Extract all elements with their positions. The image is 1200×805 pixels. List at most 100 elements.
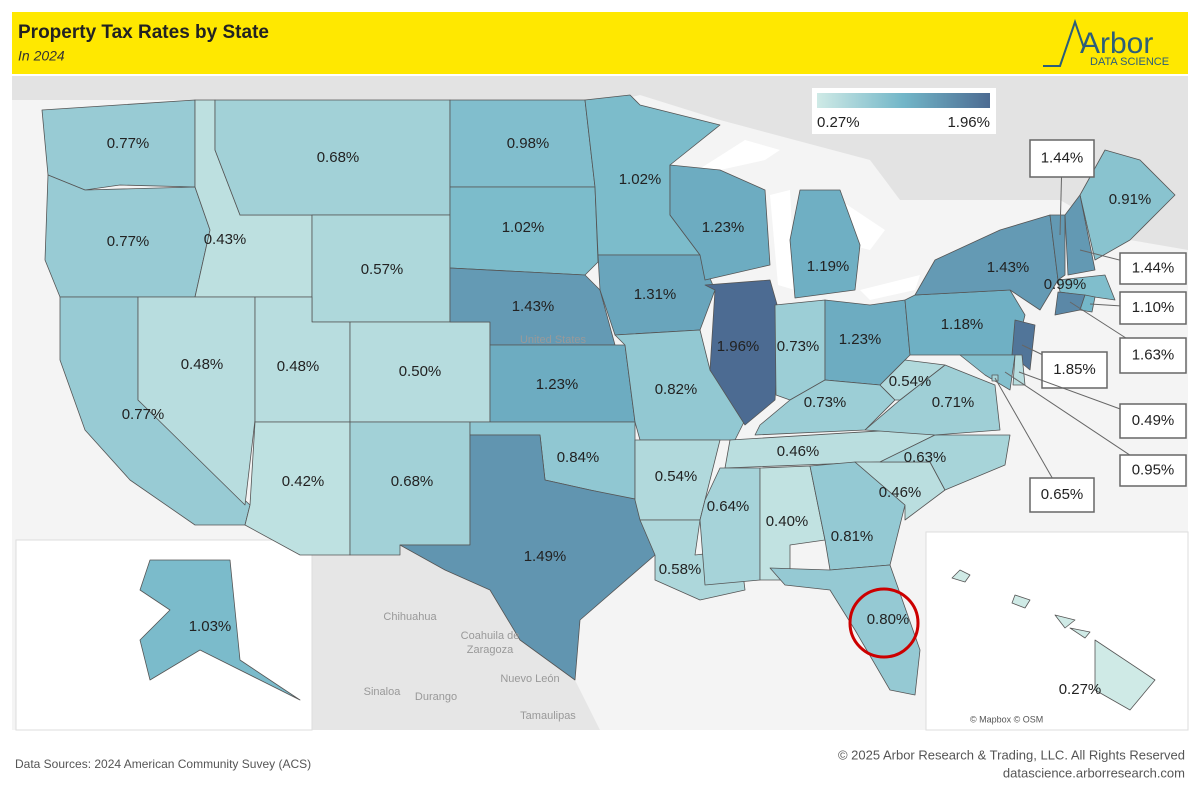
lake: [690, 140, 780, 175]
state-label: 0.95%: [1132, 461, 1175, 478]
state-label: 0.80%: [867, 611, 910, 628]
legend-min: 0.27%: [817, 114, 860, 131]
state-label: 0.48%: [181, 356, 224, 373]
title: Property Tax Rates by State: [18, 22, 269, 43]
state-label: 0.81%: [831, 528, 874, 545]
state-label: 1.63%: [1132, 346, 1175, 363]
state-label: 1.23%: [536, 376, 579, 393]
callout-box: [1041, 351, 1108, 389]
highlight-circle: [848, 587, 920, 659]
basemap-label: United States: [520, 334, 587, 346]
state-label: 1.02%: [502, 219, 545, 236]
state-label: 0.49%: [1132, 412, 1175, 429]
state-label: 1.23%: [839, 331, 882, 348]
state: [704, 279, 781, 426]
island: [1011, 594, 1031, 609]
state: [449, 186, 599, 276]
state-label: 0.91%: [1109, 191, 1152, 208]
state-label: 1.96%: [717, 338, 760, 355]
footer-copyright: © 2025 Arbor Research & Trading, LLC. Al…: [838, 747, 1185, 762]
basemap-label: Coahuila de: [461, 630, 520, 642]
state-label: 0.68%: [317, 149, 360, 166]
state-label: 1.43%: [987, 259, 1030, 276]
callout-box: [1119, 291, 1187, 325]
state-label: 0.99%: [1044, 276, 1087, 293]
island: [1069, 627, 1091, 639]
state-label: 0.58%: [659, 561, 702, 578]
state: [1079, 149, 1176, 261]
state: [789, 189, 861, 299]
footer-source: Data Sources: 2024 American Community Su…: [15, 757, 311, 771]
state-label: 1.85%: [1053, 361, 1096, 378]
basemap-label: Tamaulipas: [520, 710, 576, 722]
basemap-label: Durango: [415, 691, 457, 703]
attribution: © Mapbox © OSM: [970, 714, 1043, 724]
leader-line: [994, 377, 1063, 496]
island: [1054, 614, 1076, 629]
legend-max: 1.96%: [947, 114, 990, 131]
state-label: 1.18%: [941, 316, 984, 333]
state-label: 1.49%: [524, 548, 567, 565]
state: [879, 359, 946, 401]
state: [139, 559, 301, 701]
state-label: 0.46%: [879, 484, 922, 501]
basemap-label: Chihuahua: [383, 611, 437, 623]
state-label: 0.68%: [391, 473, 434, 490]
state-label: 0.73%: [804, 394, 847, 411]
state-label: 1.43%: [512, 298, 555, 315]
lake: [860, 275, 920, 300]
states: [41, 94, 1176, 711]
leader-line: [1004, 371, 1154, 471]
basemap-label: Sinaloa: [364, 686, 402, 698]
state-label: 0.54%: [889, 373, 932, 390]
state-label: 0.98%: [507, 135, 550, 152]
state-label: 1.03%: [189, 618, 232, 635]
state: [669, 164, 771, 281]
basemap-label: Zaragoza: [467, 644, 514, 656]
state-label: 0.77%: [107, 233, 150, 250]
state: [769, 564, 921, 696]
state-label: 0.63%: [904, 449, 947, 466]
header-band: [12, 12, 1188, 74]
state: [959, 354, 1016, 391]
state-label: 0.27%: [1059, 681, 1102, 698]
state: [914, 214, 1059, 311]
state-label: 0.54%: [655, 468, 698, 485]
callout-box: [1029, 139, 1095, 178]
mexico: [255, 525, 600, 730]
state-label: 1.10%: [1132, 299, 1175, 316]
state: [1064, 194, 1096, 276]
island: [951, 569, 971, 583]
callout-box: [1119, 337, 1187, 374]
state-label: 0.77%: [107, 135, 150, 152]
basemap-label: Nuevo León: [500, 673, 559, 685]
state-label: 0.82%: [655, 381, 698, 398]
callout-box: [1029, 477, 1095, 513]
state: [1079, 294, 1096, 313]
state-label: 0.42%: [282, 473, 325, 490]
state-label: 0.46%: [777, 443, 820, 460]
state-label: 1.44%: [1132, 259, 1175, 276]
hawaii-inset: [925, 531, 1189, 731]
callout-box: [1119, 403, 1187, 439]
state-label: 0.73%: [777, 338, 820, 355]
state: [1094, 639, 1156, 711]
state-label: 1.44%: [1041, 149, 1084, 166]
state: [1049, 214, 1066, 281]
state-label: 0.71%: [932, 394, 975, 411]
state-label: 0.57%: [361, 261, 404, 278]
state-label: 0.40%: [766, 513, 809, 530]
state-label: 0.65%: [1041, 486, 1084, 503]
state-label: 0.77%: [122, 406, 165, 423]
footer-url: datascience.arborresearch.com: [1003, 765, 1185, 780]
state-label: 1.19%: [807, 258, 850, 275]
state-label: 0.84%: [557, 449, 600, 466]
state-label: 1.02%: [619, 171, 662, 188]
labels: 0.77% 0.77% 0.77% 0.43% 0.48% 0.68% 0.57% 0.48%…: [107, 135, 1187, 722]
state-label: 0.43%: [204, 231, 247, 248]
callout-box: [1119, 252, 1187, 285]
state-label: 0.64%: [707, 498, 750, 515]
lake: [770, 190, 795, 290]
state-label: 1.23%: [702, 219, 745, 236]
